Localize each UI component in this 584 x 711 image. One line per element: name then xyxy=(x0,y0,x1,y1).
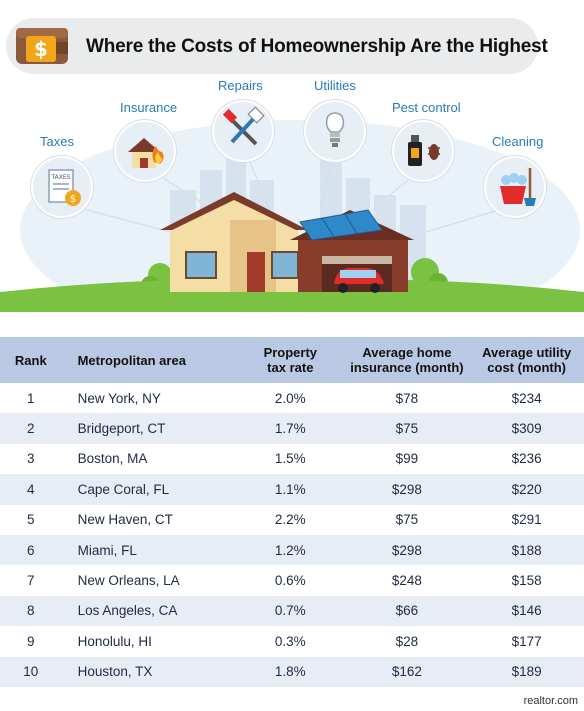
bug-spray-icon xyxy=(394,122,452,180)
house-illustration: Taxes Insurance Repairs Utilities Pest c… xyxy=(0,78,584,340)
cell-tax: 2.2% xyxy=(274,512,306,528)
cell-rank: 10 xyxy=(0,656,62,687)
cell-insurance: $298 xyxy=(344,474,470,505)
label-pest-control: Pest control xyxy=(392,100,461,115)
cell-insurance: $75 xyxy=(344,413,470,444)
cell-metro: New York, NY xyxy=(77,390,161,406)
cell-metro: Houston, TX xyxy=(61,656,237,687)
taxes-doc-text: TAXES xyxy=(50,174,70,181)
cell-insurance: $78 xyxy=(395,390,419,406)
cell-insurance: $162 xyxy=(344,656,470,687)
cell-utility: $188 xyxy=(469,534,584,566)
cell-utility: $291 xyxy=(511,512,542,528)
cell-insurance: $99 xyxy=(395,451,419,467)
table-row: 3 Boston, MA 1.5% $99 $236 xyxy=(0,444,584,474)
cell-rank: 2 xyxy=(0,413,62,444)
cell-insurance: $75 xyxy=(395,512,419,528)
table-row: 8 Los Angeles, CA 0.7% $66 $146 xyxy=(0,595,584,627)
table-row: 7 New Orleans, LA 0.6% $248 $158 xyxy=(0,565,584,595)
header-rank: Rank xyxy=(0,337,62,383)
cost-table: Rank Metropolitan area Property tax rate… xyxy=(0,337,584,687)
title-banner xyxy=(6,18,538,74)
table-row: 4 Cape Coral, FL 1.1% $298 $220 xyxy=(0,474,584,505)
svg-text:$: $ xyxy=(34,37,48,61)
svg-text:$: $ xyxy=(70,194,76,205)
table-row: 1 New York, NY 2.0% $78 $234 xyxy=(0,383,584,413)
cell-insurance: $28 xyxy=(395,633,419,649)
cell-tax: 0.6% xyxy=(274,573,306,589)
cell-utility: $309 xyxy=(469,413,584,444)
table-row: 10 Houston, TX 1.8% $162 $189 xyxy=(0,656,584,687)
cell-tax: 1.5% xyxy=(274,451,306,467)
table-row: 9 Honolulu, HI 0.3% $28 $177 xyxy=(0,626,584,656)
label-cleaning: Cleaning xyxy=(492,134,544,149)
cell-insurance: $248 xyxy=(391,573,422,589)
cell-metro: New Haven, CT xyxy=(77,512,173,528)
cell-tax: 0.7% xyxy=(236,595,345,627)
header-utility: Average utility cost (month) xyxy=(469,337,584,383)
header-metro: Metropolitan area xyxy=(61,337,237,383)
cell-utility: $220 xyxy=(469,474,584,505)
cell-metro: Los Angeles, CA xyxy=(61,595,237,627)
header-tax-rate: Property tax rate xyxy=(236,337,345,383)
cell-utility: $236 xyxy=(511,451,542,467)
label-taxes: Taxes xyxy=(40,134,74,149)
table-row: 2 Bridgeport, CT 1.7% $75 $309 xyxy=(0,413,584,444)
cell-utility: $234 xyxy=(511,390,542,406)
cell-tax: 1.2% xyxy=(236,534,345,566)
header-tax-line2: tax rate xyxy=(267,360,314,375)
light-bulb-icon xyxy=(306,102,364,160)
cell-utility: $146 xyxy=(469,595,584,627)
cell-tax: 1.7% xyxy=(236,413,345,444)
wallet-icon: $ xyxy=(16,28,68,64)
cell-metro: Cape Coral, FL xyxy=(61,474,237,505)
cell-rank: 7 xyxy=(27,573,35,589)
tax-document-icon: TAXES $ xyxy=(33,158,91,216)
cell-utility: $189 xyxy=(469,656,584,687)
table-header-row: Rank Metropolitan area Property tax rate… xyxy=(0,337,584,383)
cell-tax: 1.8% xyxy=(236,656,345,687)
header-tax-line1: Property xyxy=(263,345,318,360)
cell-rank: 3 xyxy=(27,451,35,467)
cell-insurance: $66 xyxy=(344,595,470,627)
cell-tax: 0.3% xyxy=(274,633,306,649)
table-row: 6 Miami, FL 1.2% $298 $188 xyxy=(0,534,584,566)
table-row: 5 New Haven, CT 2.2% $75 $291 xyxy=(0,505,584,535)
cell-rank: 4 xyxy=(0,474,62,505)
cell-utility: $177 xyxy=(511,633,542,649)
cell-utility: $158 xyxy=(511,573,542,589)
page-title: Where the Costs of Homeownership Are the… xyxy=(86,36,548,57)
cell-metro: Miami, FL xyxy=(61,534,237,566)
cell-metro: New Orleans, LA xyxy=(77,573,180,589)
header-ins-line2: insurance (month) xyxy=(350,360,464,375)
cell-metro: Honolulu, HI xyxy=(77,633,152,649)
label-insurance: Insurance xyxy=(120,100,178,115)
header-util-line2: cost (month) xyxy=(487,360,566,375)
header-util-line1: Average utility xyxy=(482,345,572,360)
label-repairs: Repairs xyxy=(218,78,263,93)
cell-rank: 9 xyxy=(27,633,35,649)
cell-rank: 8 xyxy=(0,595,62,627)
header-ins-line1: Average home xyxy=(362,345,452,360)
cell-metro: Bridgeport, CT xyxy=(61,413,237,444)
cell-tax: 1.1% xyxy=(236,474,345,505)
house-fire-icon xyxy=(116,122,174,180)
header-insurance: Average home insurance (month) xyxy=(344,337,470,383)
tools-icon xyxy=(214,102,272,160)
cell-insurance: $298 xyxy=(344,534,470,566)
cell-rank: 6 xyxy=(0,534,62,566)
cell-tax: 2.0% xyxy=(274,390,306,406)
source-credit: realtor.com xyxy=(523,695,578,707)
cleaning-bucket-icon xyxy=(486,158,544,216)
cell-metro: Boston, MA xyxy=(77,451,148,467)
label-utilities: Utilities xyxy=(314,78,356,93)
cell-rank: 1 xyxy=(27,390,35,406)
cell-rank: 5 xyxy=(27,512,35,528)
